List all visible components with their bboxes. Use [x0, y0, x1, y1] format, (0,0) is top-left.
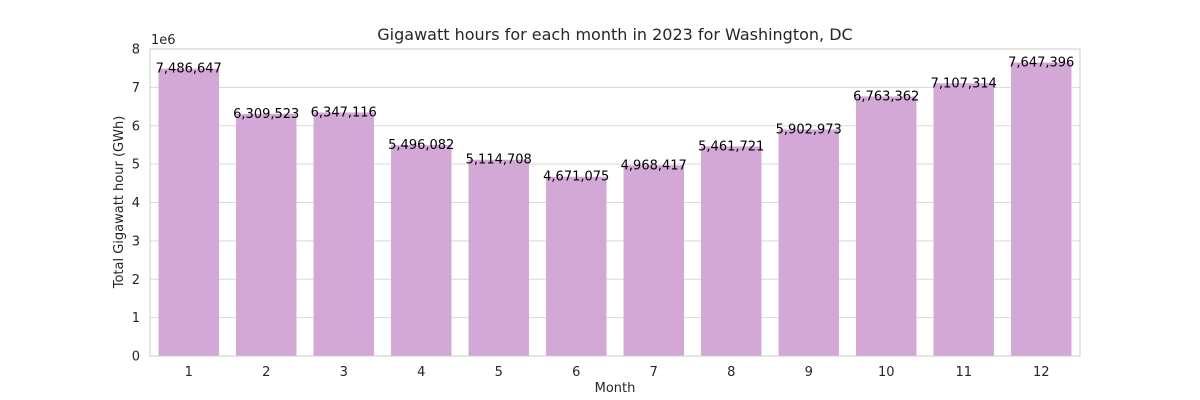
y-axis-label: Total Gigawatt hour (GWh) [112, 116, 127, 290]
y-tick-label: 0 [132, 350, 140, 365]
x-tick-label: 9 [805, 365, 813, 380]
bar-month-3 [313, 112, 374, 357]
bars [158, 62, 1072, 357]
bar-value-label: 7,647,396 [1008, 56, 1074, 71]
bar-month-9 [778, 129, 839, 356]
bar-value-label: 6,309,523 [233, 107, 299, 122]
x-tick-label: 10 [878, 365, 895, 380]
x-tick-label: 12 [1033, 365, 1050, 380]
bar-month-12 [1011, 62, 1072, 356]
bar-value-label: 7,486,647 [156, 62, 222, 77]
bar-value-labels: 7,486,647 6,309,523 6,347,116 5,496,082 5,11… [156, 56, 1075, 185]
x-tick-label: 3 [340, 365, 348, 380]
y-tick-label: 4 [132, 196, 140, 211]
x-tick-label: 8 [727, 365, 735, 380]
bar-month-8 [701, 146, 762, 356]
bar-month-7 [623, 165, 684, 356]
bar-value-label: 6,347,116 [311, 105, 377, 120]
bar-value-label: 5,496,082 [388, 138, 454, 153]
chart-title: Gigawatt hours for each month in 2023 fo… [377, 25, 852, 44]
bar-month-5 [468, 159, 529, 356]
y-tick-label: 8 [132, 43, 140, 58]
bar-month-6 [546, 176, 607, 356]
bar-value-label: 4,968,417 [621, 158, 687, 173]
x-tick-label: 4 [417, 365, 425, 380]
x-tick-label: 6 [572, 365, 580, 380]
x-tick-label: 5 [495, 365, 503, 380]
bar-month-10 [856, 96, 917, 356]
plot-frame [149, 48, 1081, 357]
bar-value-label: 6,763,362 [853, 89, 919, 104]
bar-value-label: 5,461,721 [698, 139, 764, 154]
bar-month-1 [158, 68, 219, 356]
y-axis-offset-label: 1e6 [151, 33, 176, 48]
x-tick-label: 1 [185, 365, 193, 380]
y-tick-label: 5 [132, 158, 140, 173]
bar-value-label: 4,671,075 [543, 170, 609, 185]
bar-value-label: 7,107,314 [931, 76, 997, 91]
x-tick-label: 11 [955, 365, 972, 380]
x-tick-label: 2 [262, 365, 270, 380]
bar-month-2 [236, 113, 297, 356]
y-tick-labels: 0 1 2 3 4 5 6 7 8 [132, 43, 140, 365]
bar-month-4 [391, 145, 452, 356]
y-tick-label: 2 [132, 273, 140, 288]
x-tick-label: 7 [650, 365, 658, 380]
bar-value-label: 5,114,708 [466, 153, 532, 168]
bar-month-11 [933, 83, 994, 356]
y-tick-label: 7 [132, 81, 140, 96]
y-tick-label: 6 [132, 119, 140, 134]
y-tick-label: 1 [132, 311, 140, 326]
y-tick-label: 3 [132, 234, 140, 249]
bar-value-label: 5,902,973 [776, 122, 842, 137]
x-tick-labels: 1 2 3 4 5 6 7 8 9 10 11 12 [185, 365, 1050, 380]
x-axis-label: Month [595, 381, 636, 396]
